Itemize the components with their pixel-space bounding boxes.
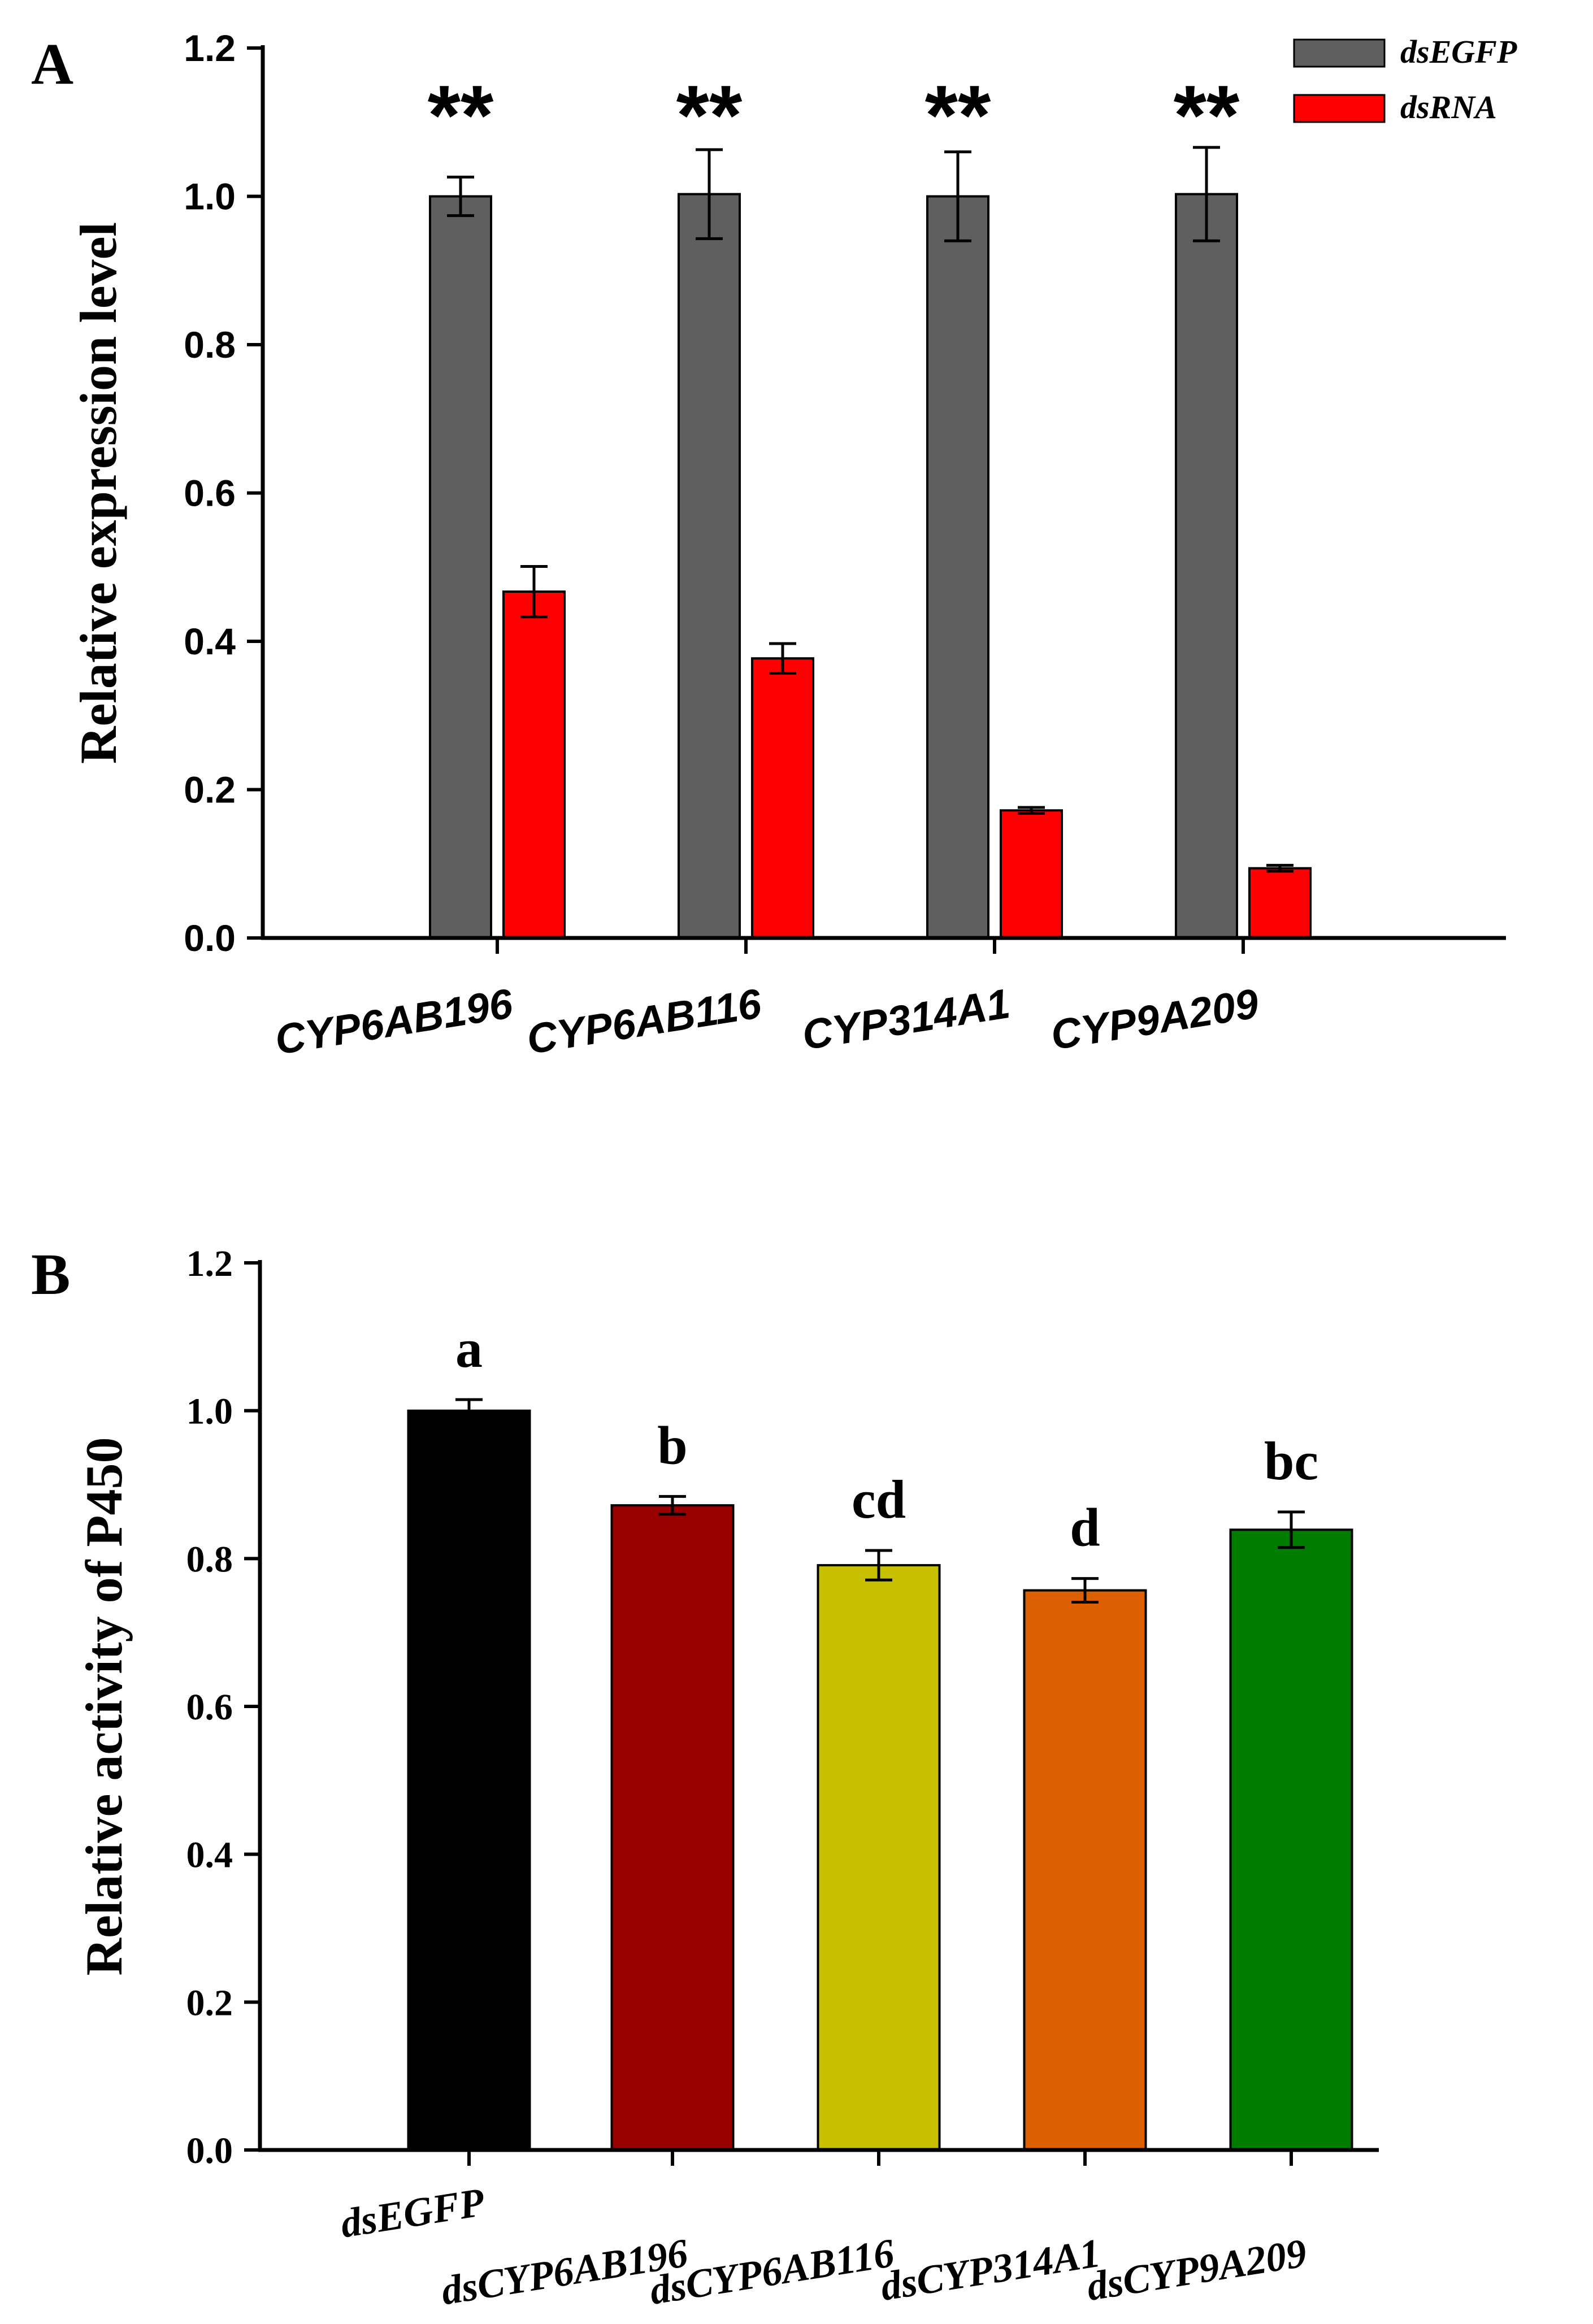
panel-a-bar-dsRNA-CYP9A209 [1248, 867, 1312, 939]
panel-b-bar-dsCYP9A209 [1229, 1528, 1353, 2151]
panel-b-bar-dsCYP6AB196 [610, 1504, 735, 2151]
panel-a-y-tick-label: 1.2 [184, 27, 236, 69]
panel-b-letter: B [31, 1242, 70, 1307]
panel-a-error-bar [769, 642, 796, 675]
panel-a-y-tick-label: 0.2 [184, 769, 236, 811]
panel-a-significance-mark: ** [925, 68, 991, 163]
panel-a-significance-mark: ** [1174, 68, 1240, 163]
panel-a-error-bar [1193, 146, 1220, 242]
panel-b-y-axis-label: Relative activity of P450 [75, 1437, 133, 1976]
panel-a-y-tick-label: 1.0 [184, 176, 236, 218]
panel-a-bar-dsEGFP-CYP6AB196 [429, 195, 492, 939]
panel-a-x-tick-label: CYP6AB196 [272, 980, 516, 1063]
panel-a-y-tick-label: 0.4 [184, 620, 236, 662]
panel-a-bar-dsEGFP-CYP314A1 [926, 195, 989, 939]
panel-a-error-bar [944, 150, 971, 242]
panel-b-error-bar [659, 1495, 686, 1516]
panel-b-y-tick-label: 0.0 [186, 2130, 233, 2171]
panel-a-y-tick-label: 0.6 [184, 472, 236, 514]
panel-a-x-tick-label: CYP314A1 [799, 980, 1013, 1059]
panel-a-significance-mark: ** [428, 68, 494, 163]
panel-b-error-bar [1071, 1577, 1099, 1604]
panel-b-y-tick-label: 0.8 [186, 1539, 233, 1580]
panel-a-y-tick-label: 0.0 [184, 917, 236, 959]
panel-a-error-bar [1018, 806, 1045, 815]
panel-b-error-bar [1278, 1510, 1305, 1549]
panel-b-significance-letter: b [657, 1415, 687, 1475]
panel-b-y-tick-label: 1.0 [186, 1391, 233, 1432]
panel-b-y-tick-label: 1.2 [186, 1243, 233, 1284]
panel-a-legend: dsEGFP dsRNA [1293, 33, 1517, 125]
panel-a-x-tick-label: CYP9A209 [1048, 980, 1262, 1059]
panel-a-bar-dsRNA-CYP6AB116 [751, 657, 814, 939]
panel-a-y-axis-label: Relative expression level [70, 222, 127, 764]
panel-b-error-bar [455, 1398, 483, 1423]
panel-a-significance-mark: ** [676, 68, 743, 163]
panel-a-legend-label: dsRNA [1400, 89, 1497, 125]
panel-b-bar-dsEGFP [407, 1409, 531, 2152]
panel-a-legend-swatch-dsRNA [1293, 94, 1386, 123]
panel-b-y-tick-label: 0.4 [186, 1835, 233, 1876]
panel-b-bar-dsCYP314A1 [1023, 1589, 1147, 2151]
panel-b-bar-dsCYP6AB116 [817, 1564, 941, 2152]
panel-b-x-tick-label: dsCYP9A209 [1084, 2230, 1310, 2309]
panel-b-x-tick-label: dsEGFP [337, 2179, 488, 2247]
panel-a-error-bar [447, 175, 474, 218]
panel-a-y-tick-label: 0.8 [184, 324, 236, 366]
panel-a-error-bar [696, 148, 723, 240]
panel-a-legend-swatch-dsEGFP [1293, 38, 1386, 68]
panel-b-y-tick-label: 0.2 [186, 1982, 233, 2023]
panel-b-y-tick-label: 0.6 [186, 1687, 233, 1728]
panel-b-significance-letter: cd [852, 1469, 906, 1530]
panel-b-significance-letter: a [455, 1318, 483, 1379]
panel-a-bar-dsRNA-CYP314A1 [1000, 809, 1063, 939]
panel-b-x-tick-label: dsCYP314A1 [878, 2230, 1104, 2309]
panel-a-bar-dsEGFP-CYP9A209 [1175, 193, 1238, 939]
panel-a-x-tick-label: CYP6AB116 [523, 980, 765, 1063]
panel-a-error-bar [1266, 863, 1294, 873]
panel-b: B Relative activity of P450 a b cd d bc 0.0 0… [31, 1242, 1379, 2314]
panel-a-bar-dsEGFP-CYP6AB116 [678, 193, 741, 939]
panel-b-error-bar [865, 1549, 892, 1582]
panel-a-legend-label: dsEGFP [1400, 33, 1517, 70]
panel-a-error-bar [520, 564, 548, 619]
panel-a-letter: A [31, 32, 73, 97]
panel-b-significance-letter: bc [1264, 1431, 1318, 1491]
panel-a: A Relative expression level ** ** ** ** 0.0… [31, 27, 1517, 1063]
panel-a-bar-dsRNA-CYP6AB196 [502, 590, 566, 939]
panel-b-significance-letter: d [1070, 1497, 1100, 1558]
